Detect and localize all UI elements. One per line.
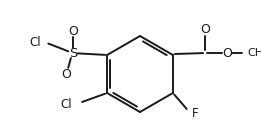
Text: S: S bbox=[69, 47, 77, 60]
Text: O: O bbox=[68, 25, 78, 38]
Text: O: O bbox=[222, 47, 232, 60]
Text: O: O bbox=[61, 68, 71, 81]
Text: F: F bbox=[192, 107, 199, 120]
Text: CH₃: CH₃ bbox=[247, 48, 261, 58]
Text: Cl: Cl bbox=[29, 36, 40, 49]
Text: O: O bbox=[200, 22, 210, 36]
Text: Cl: Cl bbox=[61, 98, 73, 111]
